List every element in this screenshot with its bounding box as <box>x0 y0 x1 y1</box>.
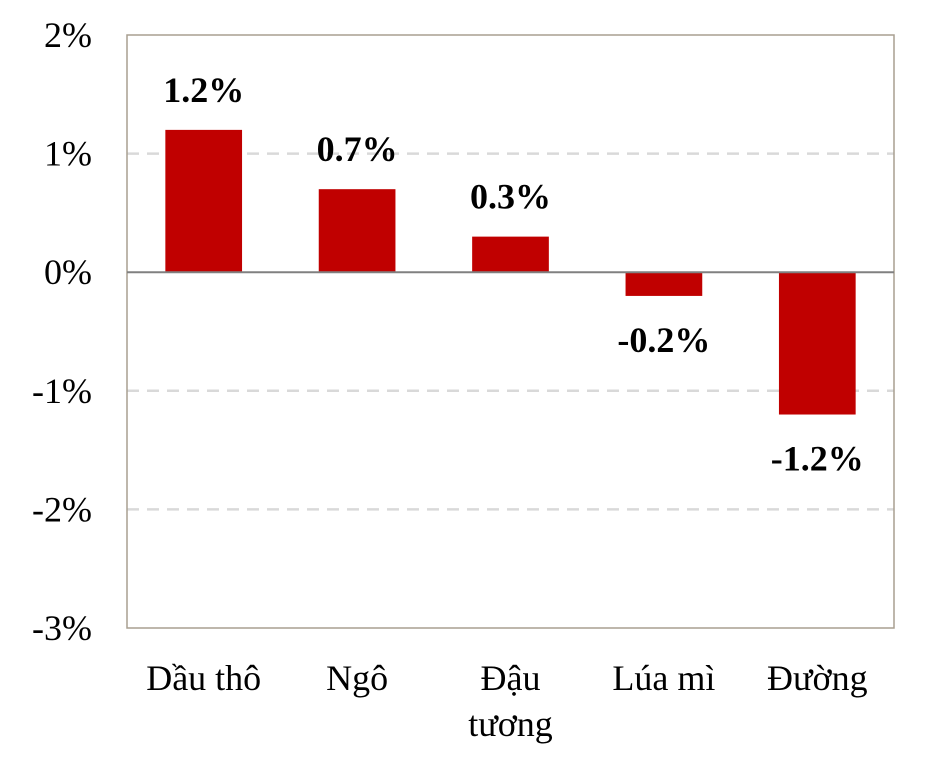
y-tick-label: 0% <box>44 252 92 292</box>
bar <box>472 236 549 273</box>
data-label: 0.3% <box>470 177 551 217</box>
y-tick-label: -1% <box>32 371 92 411</box>
y-tick-label: -2% <box>32 489 92 529</box>
x-tick-label: Đậu <box>481 658 541 698</box>
x-tick-label: Dầu thô <box>146 658 261 698</box>
plot-frame <box>126 34 895 629</box>
axes <box>126 34 895 629</box>
data-label: 0.7% <box>317 129 398 169</box>
data-labels: 1.2% 0.7% 0.3% -0.2% -1.2% <box>163 70 864 479</box>
bar <box>625 272 703 296</box>
y-tick-label: 1% <box>44 134 92 174</box>
bars <box>165 129 856 415</box>
data-label: -1.2% <box>771 439 864 479</box>
x-tick-label: tương <box>468 704 553 744</box>
y-tick-label: -3% <box>32 608 92 648</box>
x-tick-label: Đường <box>767 658 868 698</box>
x-tick-labels: Dầu thô Ngô Đậu tương Lúa mì Đường <box>146 658 867 744</box>
bar <box>318 189 396 273</box>
gridlines <box>127 152 894 511</box>
y-tick-label: 2% <box>44 15 92 55</box>
y-tick-labels: 2% 1% 0% -1% -2% -3% <box>32 15 92 648</box>
x-tick-label: Lúa mì <box>612 658 715 698</box>
data-label: 1.2% <box>163 70 244 110</box>
x-tick-label: Ngô <box>326 658 388 698</box>
bar <box>778 272 856 415</box>
data-label: -0.2% <box>617 320 710 360</box>
bar <box>165 129 243 273</box>
